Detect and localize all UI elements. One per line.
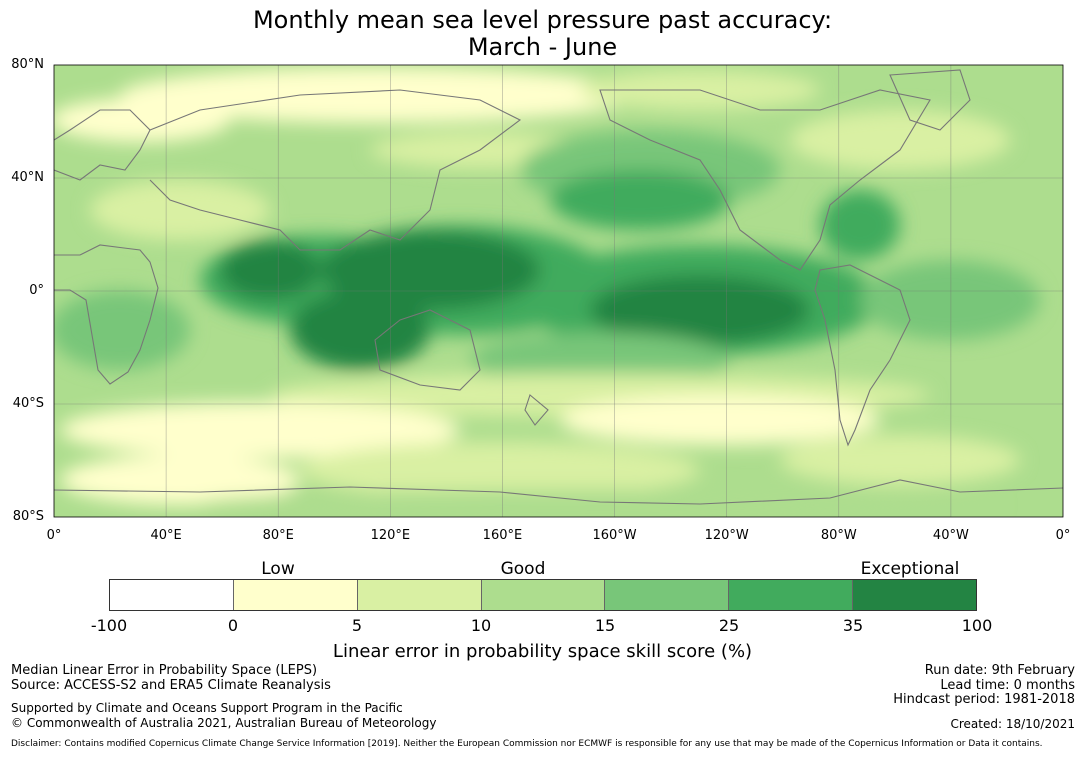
footer-hindcast: Hindcast period: 1981-2018 [893,692,1075,707]
skill-region [550,170,730,230]
skill-region [320,230,540,310]
coastline-greenland [889,69,971,131]
skill-region [590,275,810,345]
colorbar-segment [233,580,358,610]
skill-region [60,455,300,505]
latitude-label: 80°N [11,57,44,72]
map-frame [53,64,1064,518]
coastline-north-america [599,89,931,271]
colorbar-tick: 15 [594,616,616,635]
colorbar [109,579,977,611]
skill-region [560,395,880,445]
latitude-label: 80°S [12,509,44,524]
longitude-label: 0° [46,528,62,543]
disclaimer: Disclaimer: Contains modified Copernicus… [11,739,1043,749]
skill-region [90,180,270,240]
colorbar-segment [605,580,730,610]
skill-region [290,290,430,370]
coastline-africa [54,244,159,385]
footer-source: Source: ACCESS-S2 and ERA5 Climate Reana… [11,678,331,693]
coastline-south-america [814,264,911,447]
colorbar-segment [481,580,606,610]
category-low: Low [261,559,295,579]
skill-region [790,110,1010,170]
colorbar-tick: 10 [470,616,492,635]
longitude-label: 40°E [150,528,182,543]
category-good: Good [500,559,546,579]
longitude-label: 120°W [704,528,749,543]
footer-leps: Median Linear Error in Probability Space… [11,663,318,678]
footer-run-date: Run date: 9th February [924,663,1075,678]
colorbar-label: Linear error in probability space skill … [332,641,753,662]
latitude-label: 0° [29,283,44,298]
coastline-australia [374,309,481,391]
longitude-label: 80°E [262,528,294,543]
longitude-label: 80°W [820,528,857,543]
skill-region [220,240,320,300]
skill-region [120,67,640,123]
longitude-label: 40°W [932,528,969,543]
skill-region [54,290,190,370]
coastline-asia [149,89,522,251]
skill-region [200,489,1000,517]
coastline-europe [54,109,151,181]
colorbar-tick: 35 [842,616,864,635]
category-exceptional: Exceptional [860,559,960,579]
skill-region [54,98,230,142]
colorbar-tick: 100 [961,616,993,635]
latitude-label: 40°S [12,396,44,411]
map-grid [54,65,1063,517]
coastline-new-zealand [524,394,549,426]
colorbar-segment [110,580,234,610]
colorbar-segment [357,580,482,610]
longitude-label: 120°E [370,528,411,543]
skill-region [860,260,1040,340]
footer-created: Created: 18/10/2021 [950,717,1075,731]
latitude-label: 40°N [11,170,44,185]
footer-copyright: © Commonwealth of Australia 2021, Austra… [11,716,437,730]
colorbar-tick: -100 [90,616,128,635]
coastline-antarctica [54,479,1063,505]
longitude-label: 0° [1055,528,1071,543]
title-line-1: Monthly mean sea level pressure past acc… [252,6,833,34]
colorbar-tick: 5 [351,616,363,635]
colorbar-tick: 25 [718,616,740,635]
skill-region [780,435,1020,485]
footer-support: Supported by Climate and Oceans Support … [11,701,403,715]
skill-region [60,402,460,458]
footer-lead-time: Lead time: 0 months [940,678,1075,693]
skill-region [300,442,700,498]
colorbar-segment [853,580,977,610]
longitude-label: 160°W [592,528,637,543]
title-line-2: March - June [467,33,618,61]
colorbar-segment [729,580,854,610]
colorbar-tick: 0 [227,616,239,635]
skill-region [820,190,900,260]
longitude-label: 160°E [482,528,523,543]
